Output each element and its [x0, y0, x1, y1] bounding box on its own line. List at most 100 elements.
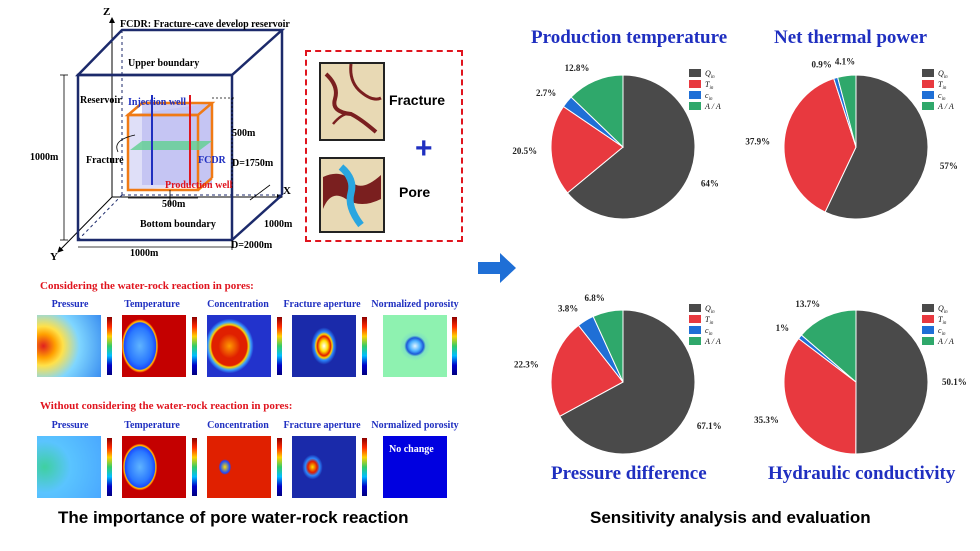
row1-panel-label-temperature: Temperature	[124, 299, 180, 310]
legend-label-t-in: Tin	[938, 315, 947, 326]
pie-slice-q-in	[824, 74, 929, 220]
pie-slice-t-in	[783, 337, 857, 455]
pie-value-label: 22.3%	[514, 360, 539, 370]
row1-panel-label-porosity: Normalized porosity	[371, 299, 459, 310]
pie-slice-q-in	[566, 74, 696, 220]
reservoir-model: Z FCDR: Fracture-cave develop reservoir …	[0, 0, 300, 265]
pie-slice-t-in	[550, 324, 624, 417]
row2-temperature-colorbar	[192, 438, 197, 496]
pie-value-label: 35.3%	[754, 415, 779, 425]
injection-well-label: Injection well	[128, 97, 187, 108]
legend-label-t-in: Tin	[705, 80, 714, 91]
row1-porosity-field	[383, 315, 447, 377]
row2-panel-label-temperature: Temperature	[124, 420, 180, 431]
legend-label-q-in: Qin	[705, 69, 715, 80]
legend-swatch-t-in	[922, 80, 934, 88]
reservoir-label: Reservoir	[80, 95, 122, 106]
pie-value-label: 13.7%	[795, 299, 820, 309]
left-caption: The importance of pore water-rock reacti…	[58, 508, 409, 527]
row2-pressure-colorbar	[107, 438, 112, 496]
pie-value-label: 20.5%	[512, 146, 537, 156]
axis-x-label: X	[283, 185, 291, 197]
pore-image	[319, 157, 385, 233]
dim-depth-bottom: D=2000m	[231, 240, 273, 251]
pie-value-label: 1%	[776, 323, 790, 333]
dim-500m-horizontal: 500m	[162, 199, 186, 210]
pie-value-label: 50.1%	[942, 377, 967, 387]
pie-value-label: 37.9%	[745, 136, 770, 146]
row1-panel-label-aperture: Fracture aperture	[283, 299, 361, 310]
legend-label-af-af: A / A	[937, 102, 954, 111]
pie-slice-t-in	[550, 105, 624, 194]
legend-swatch-af-af	[922, 337, 934, 345]
row1-aperture-field	[292, 315, 356, 377]
row1-aperture-colorbar	[362, 317, 367, 375]
row2-temperature-field	[122, 436, 186, 498]
legend-label-q-in: Qin	[938, 304, 948, 315]
legend-label-af-af: A / A	[704, 102, 721, 111]
row1-panel-label-pressure: Pressure	[51, 299, 89, 310]
legend-label-c-in: cin	[938, 326, 946, 337]
dim-1000m-right: 1000m	[264, 219, 293, 230]
fracture-pore-box: Fracture + Pore	[305, 50, 463, 242]
right-arrow-icon	[478, 253, 516, 283]
pie-slice-af-af	[800, 309, 857, 384]
row2-concentration-colorbar	[277, 438, 282, 496]
pie-slice-af-af	[837, 74, 857, 148]
row2-heading: Without considering the water-rock react…	[40, 400, 293, 412]
pie-value-label: 6.8%	[585, 293, 605, 303]
legend-swatch-c-in	[689, 91, 701, 99]
pie-slice-af-af	[592, 309, 624, 383]
legend-swatch-c-in	[922, 91, 934, 99]
legend-swatch-c-in	[922, 326, 934, 334]
row1-pressure-field	[37, 315, 101, 377]
pie-slice-t-in	[783, 77, 857, 213]
dim-1000m-bottom: 1000m	[130, 248, 159, 259]
legend-swatch-q-in	[922, 69, 934, 77]
dim-depth-label: D=1750m	[232, 158, 274, 169]
pie-slice-q-in	[559, 309, 696, 455]
legend-swatch-t-in	[689, 80, 701, 88]
legend-swatch-c-in	[689, 326, 701, 334]
no-change-label: No change	[389, 444, 434, 455]
fracture-image	[319, 62, 385, 141]
legend-swatch-q-in	[689, 304, 701, 312]
reservoir-title: FCDR: Fracture-cave develop reservoir	[120, 19, 290, 30]
pore-image-label: Pore	[399, 184, 431, 200]
pie-value-label: 4.1%	[835, 57, 855, 67]
pie-value-label: 0.9%	[811, 59, 831, 69]
row2-aperture-colorbar	[362, 438, 367, 496]
row2-panel-label-pressure: Pressure	[51, 420, 89, 431]
row1-concentration-colorbar	[277, 317, 282, 375]
legend-swatch-q-in	[689, 69, 701, 77]
right-caption: Sensitivity analysis and evaluation	[590, 508, 871, 527]
row1-pressure-colorbar	[107, 317, 112, 375]
row1-concentration-field	[207, 315, 271, 377]
row2-porosity-field: No change	[383, 436, 447, 498]
fracture-label: Fracture	[86, 155, 124, 166]
reservoir-box-diagram	[57, 17, 286, 253]
row2-panel-label-porosity: Normalized porosity	[371, 420, 459, 431]
legend-swatch-t-in	[689, 315, 701, 323]
legend-label-c-in: cin	[938, 91, 946, 102]
upper-boundary-label: Upper boundary	[128, 58, 200, 69]
row1-panel-label-concentration: Concentration	[207, 299, 269, 310]
pie-value-label: 12.8%	[565, 63, 590, 73]
legend-label-c-in: cin	[705, 91, 713, 102]
legend-swatch-af-af	[689, 337, 701, 345]
row2-panel-label-concentration: Concentration	[207, 420, 269, 431]
legend-swatch-af-af	[922, 102, 934, 110]
fcdr-label: FCDR	[198, 155, 226, 166]
production-well-label: Production well	[165, 180, 233, 191]
pie-value-label: 67.1%	[697, 421, 722, 431]
legend-swatch-t-in	[922, 315, 934, 323]
fracture-image-label: Fracture	[389, 92, 446, 108]
chart-title-pressure-difference: Pressure difference	[551, 463, 707, 484]
row1-temperature-field	[122, 315, 186, 377]
legend-label-t-in: Tin	[938, 80, 947, 91]
axis-y-label: Y	[50, 251, 58, 263]
